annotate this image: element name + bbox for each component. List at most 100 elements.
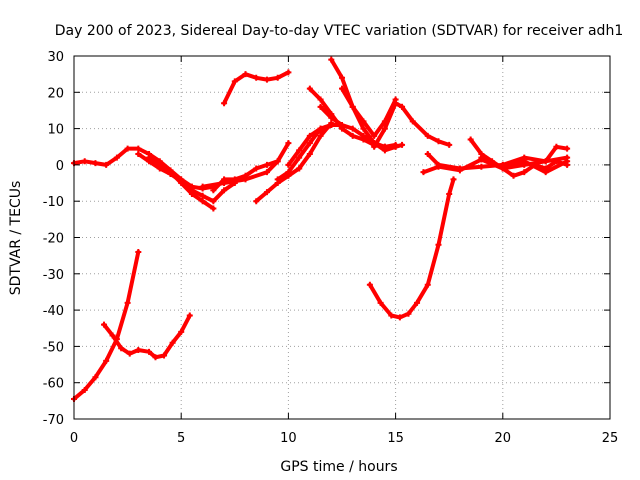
data-point [553,158,560,165]
data-point [199,183,206,190]
data-point [242,71,249,78]
y-tick-label: -10 [43,195,64,210]
data-point [371,143,378,150]
data-point [103,357,110,364]
data-point [199,192,206,199]
y-axis-label: SDTVAR / TECUs [8,181,24,296]
x-axis-label: GPS time / hours [280,459,397,475]
y-tick-label: 30 [47,50,64,65]
y-tick-label: -70 [43,413,64,428]
data-point [317,96,324,103]
data-point [285,169,292,176]
data-point [553,143,560,150]
data-point [499,161,506,168]
data-point [231,78,238,85]
data-point [101,321,108,328]
data-point [306,151,313,158]
data-point [420,169,427,176]
series-line-arc-20 [468,137,570,178]
data-point [446,190,453,197]
data-point [360,118,367,125]
data-point [285,161,292,168]
data-point [221,187,228,194]
data-point [396,314,403,321]
data-point [81,386,88,393]
data-point [186,312,193,319]
data-point [242,172,249,179]
data-point [414,299,421,306]
data-point [328,114,335,121]
data-point [210,198,217,205]
data-point [306,132,313,139]
data-point [210,187,217,194]
data-point [274,176,281,183]
data-point [435,241,442,248]
x-tick-label: 10 [280,431,297,446]
data-point [231,176,238,183]
x-tick-label: 20 [495,431,512,446]
y-tick-label: -60 [43,377,64,392]
x-tick-labels: 0 5 10 15 20 25 [70,431,618,446]
data-point [542,158,549,165]
data-point [167,169,174,176]
data-point [450,176,457,183]
chart-title: Day 200 of 2023, Sidereal Day-to-day VTE… [55,23,623,39]
data-point [126,350,133,357]
data-point [360,136,367,143]
data-point [478,163,485,170]
data-point [467,136,474,143]
data-point [135,145,142,152]
data-point [263,161,270,168]
data-point [381,125,388,132]
data-point [221,176,228,183]
data-point [274,74,281,81]
data-point [253,198,260,205]
data-point [285,140,292,147]
y-tick-label: -30 [43,268,64,283]
series-line-arc-23 [367,177,456,320]
series-line-arc-17 [400,104,452,147]
data-point [564,158,571,165]
y-tick-label: 0 [56,159,64,174]
y-tick-label: -50 [43,340,64,355]
data-point [161,352,168,359]
data-point [296,147,303,154]
data-point [221,100,228,107]
data-point [263,189,270,196]
x-tick-label: 25 [602,431,619,446]
data-point [296,154,303,161]
y-tick-label: 10 [47,123,64,138]
data-point [435,138,442,145]
data-point [521,169,528,176]
data-point [92,374,99,381]
data-point [317,129,324,136]
data-point [349,103,356,110]
data-point [339,74,345,81]
data-point [146,348,153,355]
data-point [399,141,406,148]
data-point [317,103,324,110]
data-point [388,312,395,319]
data-point [199,198,206,205]
data-point [274,158,281,165]
data-point [306,85,313,92]
data-point [542,169,549,176]
x-tick-label: 0 [70,431,78,446]
data-point [109,332,116,339]
data-point [188,190,195,197]
data-point [253,165,260,172]
data-point [124,299,131,306]
series-line-arc-16 [372,101,404,149]
data-point [424,151,431,158]
data-point [135,347,142,354]
x-tick-label: 5 [177,431,185,446]
data-point [328,56,335,63]
data-point [118,345,125,352]
data-point [210,205,217,212]
data-point [360,125,367,132]
data-point [510,172,517,179]
data-point [409,118,416,125]
data-point [306,140,313,147]
data-point [446,141,453,148]
data-point [135,249,142,256]
